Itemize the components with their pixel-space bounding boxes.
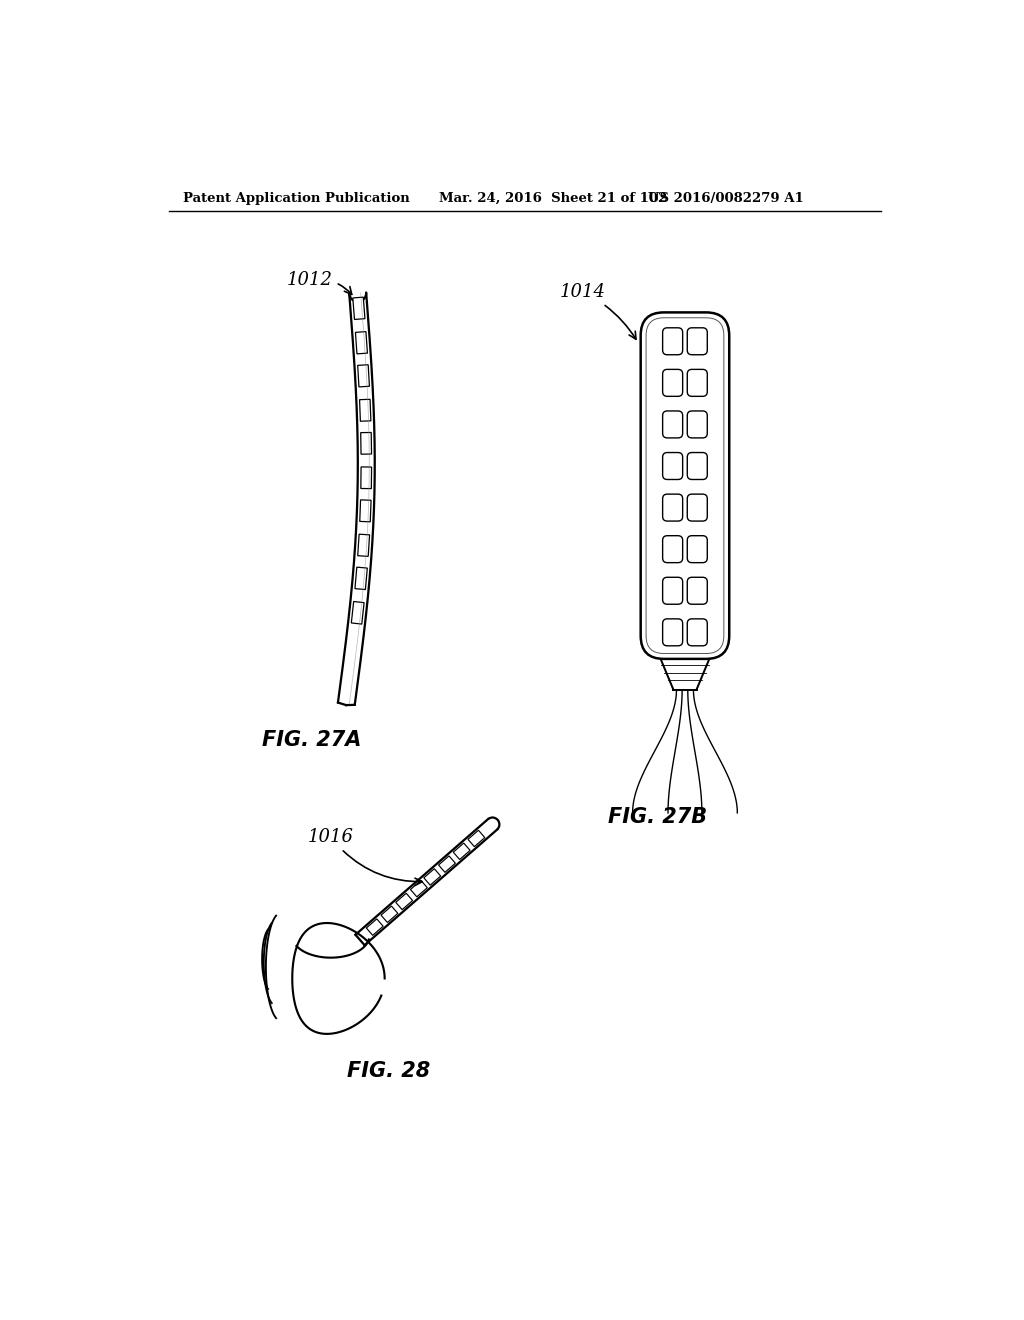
Polygon shape bbox=[395, 894, 413, 909]
FancyBboxPatch shape bbox=[663, 494, 683, 521]
Polygon shape bbox=[454, 843, 470, 859]
FancyBboxPatch shape bbox=[646, 318, 724, 653]
FancyBboxPatch shape bbox=[641, 313, 729, 659]
Text: 1012: 1012 bbox=[287, 272, 352, 294]
Text: 1014: 1014 bbox=[560, 282, 636, 339]
FancyBboxPatch shape bbox=[687, 494, 708, 521]
Polygon shape bbox=[367, 919, 383, 936]
FancyBboxPatch shape bbox=[663, 536, 683, 562]
Text: FIG. 28: FIG. 28 bbox=[347, 1061, 430, 1081]
Polygon shape bbox=[351, 602, 365, 624]
FancyBboxPatch shape bbox=[687, 619, 708, 645]
FancyBboxPatch shape bbox=[687, 327, 708, 355]
FancyBboxPatch shape bbox=[663, 370, 683, 396]
Polygon shape bbox=[424, 869, 440, 886]
FancyBboxPatch shape bbox=[687, 453, 708, 479]
Text: 1016: 1016 bbox=[307, 828, 422, 886]
Text: Mar. 24, 2016  Sheet 21 of 102: Mar. 24, 2016 Sheet 21 of 102 bbox=[438, 191, 667, 205]
Text: US 2016/0082279 A1: US 2016/0082279 A1 bbox=[648, 191, 804, 205]
Text: FIG. 27B: FIG. 27B bbox=[608, 807, 708, 826]
Text: FIG. 27A: FIG. 27A bbox=[262, 730, 361, 750]
Polygon shape bbox=[357, 364, 370, 387]
Polygon shape bbox=[355, 331, 368, 354]
FancyBboxPatch shape bbox=[687, 577, 708, 605]
Polygon shape bbox=[360, 467, 372, 488]
Polygon shape bbox=[438, 855, 456, 873]
FancyBboxPatch shape bbox=[687, 536, 708, 562]
FancyBboxPatch shape bbox=[687, 411, 708, 438]
FancyBboxPatch shape bbox=[663, 619, 683, 645]
Polygon shape bbox=[355, 568, 368, 590]
Polygon shape bbox=[381, 906, 398, 923]
Polygon shape bbox=[359, 500, 371, 521]
Polygon shape bbox=[359, 399, 371, 421]
Polygon shape bbox=[468, 830, 484, 846]
Polygon shape bbox=[357, 535, 370, 556]
FancyBboxPatch shape bbox=[687, 370, 708, 396]
FancyBboxPatch shape bbox=[663, 453, 683, 479]
Polygon shape bbox=[411, 880, 427, 896]
FancyBboxPatch shape bbox=[663, 327, 683, 355]
Polygon shape bbox=[353, 297, 365, 319]
FancyBboxPatch shape bbox=[663, 577, 683, 605]
Text: Patent Application Publication: Patent Application Publication bbox=[183, 191, 410, 205]
Polygon shape bbox=[360, 433, 372, 454]
FancyBboxPatch shape bbox=[663, 411, 683, 438]
